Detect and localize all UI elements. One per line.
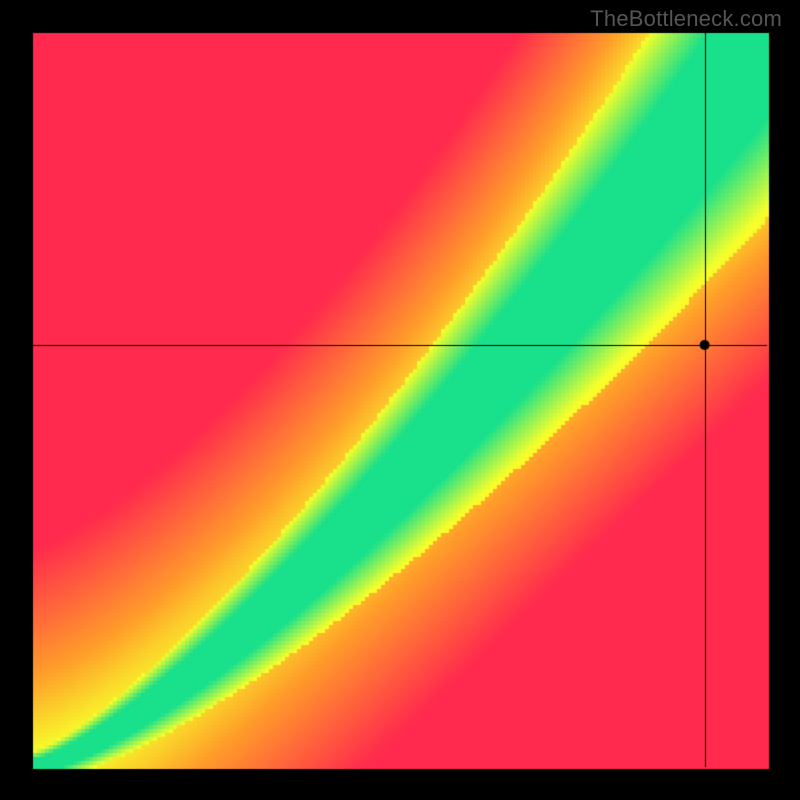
chart-container: TheBottleneck.com [0, 0, 800, 800]
bottleneck-heatmap-canvas [0, 0, 800, 800]
watermark-text: TheBottleneck.com [590, 6, 782, 32]
